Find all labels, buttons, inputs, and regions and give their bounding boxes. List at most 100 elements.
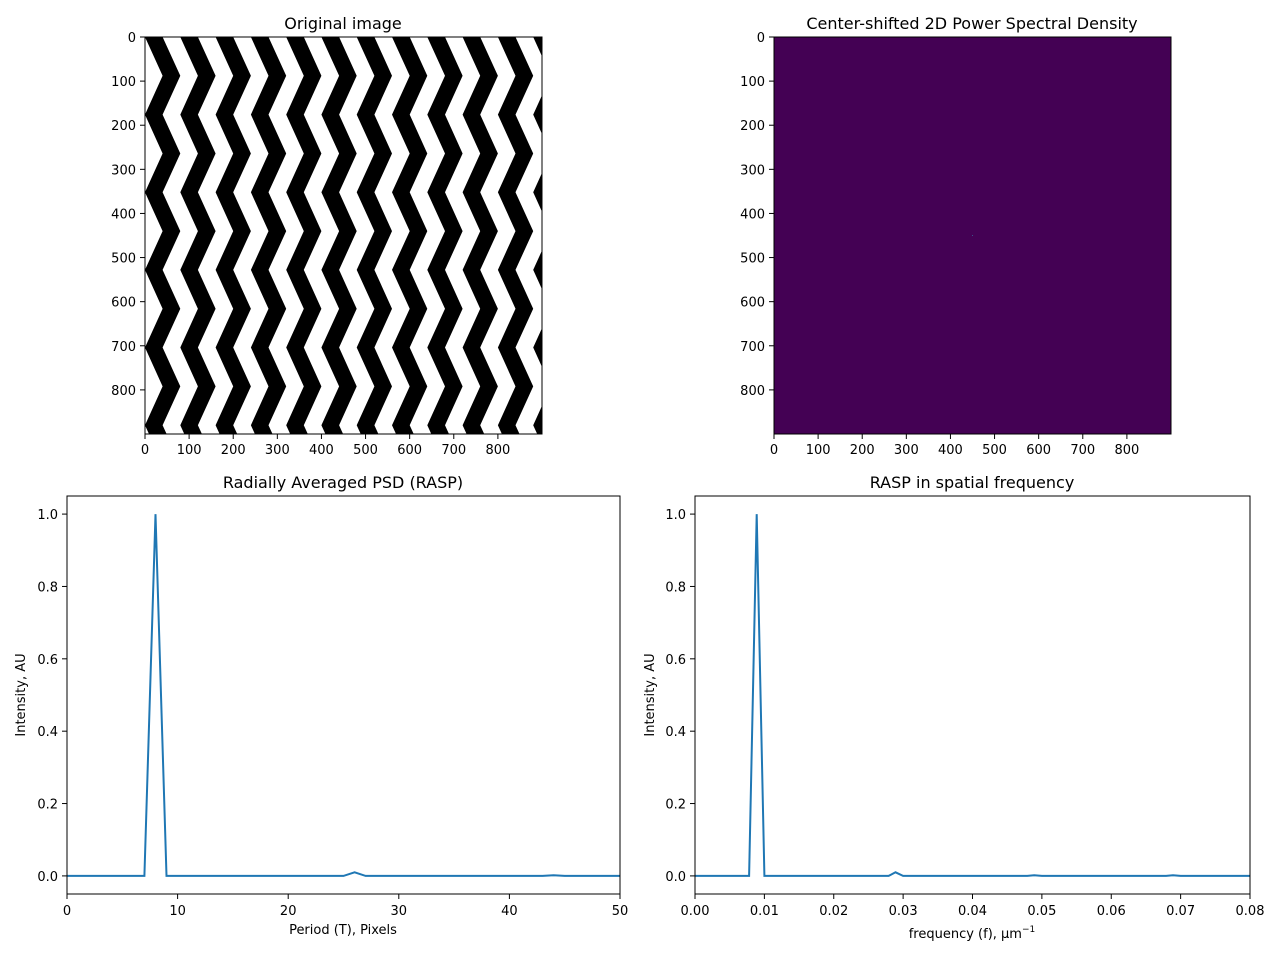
y-axis-ticks: 0 100 200 300 400 500 600 700 800 [740,31,774,399]
x-axis-label: Period (T), Pixels [289,923,397,938]
x-tick-label: 400 [309,443,334,458]
psd-center-peak [972,235,973,236]
chevron-stripe [110,37,145,503]
x-tick-label: 800 [1114,443,1139,458]
y-tick-label: 0.2 [37,798,58,813]
y-tick-label: 100 [740,75,765,90]
y-tick-label: 0.4 [665,725,686,740]
axes-frame [144,36,543,435]
y-tick-label: 0.2 [665,798,686,813]
chevron-stripe [533,37,542,434]
x-tick-label: 600 [1026,443,1051,458]
x-axis-ticks: 0 10 20 30 40 50 [63,894,628,919]
x-tick-label: 400 [938,443,963,458]
y-tick-label: 0.6 [37,653,58,668]
chevron-stripe [427,37,463,434]
chart-title: RASP in spatial frequency [870,473,1075,492]
y-axis-ticks: 0 100 200 300 400 500 600 700 800 [111,31,145,399]
x-axis-ticks: 0.00 0.01 0.02 0.03 0.04 0.05 0.06 0.07 0.08 [681,894,1264,919]
chevron-stripe [462,37,498,434]
x-tick-label: 0.00 [681,904,710,919]
x-tick-label: 600 [397,443,422,458]
y-tick-label: 200 [111,119,136,134]
chevron-stripe [569,37,604,503]
x-tick-label: 0.06 [1097,904,1126,919]
y-tick-label: 100 [111,75,136,90]
panel-rasp-frequency: RASP in spatial frequency 0.00 0.01 0.02 0.… [643,473,1264,942]
panel-rasp-period: Radially Averaged PSD (RASP) 0 10 20 30 40 50… [14,473,628,938]
y-tick-label: 500 [740,252,765,267]
y-tick-label: 300 [740,163,765,178]
chevron-stripe [604,37,639,503]
axes-frame [66,495,621,895]
y-axis-label: Intensity, AU [643,653,658,736]
rasp-line [695,514,1250,877]
x-tick-label: 0.01 [750,904,779,919]
chevron-stripe [356,37,392,434]
y-tick-label: 700 [111,340,136,355]
y-axis-label: Intensity, AU [14,653,29,736]
y-axis-ticks: 0.0 0.2 0.4 0.6 0.8 1.0 [665,508,695,885]
x-tick-label: 0 [770,443,778,458]
axes-frame [773,36,1172,435]
y-tick-label: 400 [740,207,765,222]
x-tick-label: 0 [141,443,149,458]
chevron-stripe [497,37,534,434]
y-tick-label: 200 [740,119,765,134]
chevron-stripe [215,37,251,434]
x-tick-label: 700 [1070,443,1095,458]
chart-title: Radially Averaged PSD (RASP) [223,473,463,492]
y-tick-label: 0.6 [665,653,686,668]
x-tick-label: 0.07 [1166,904,1195,919]
x-tick-label: 40 [501,904,518,919]
y-tick-label: 0.8 [37,580,58,595]
x-tick-label: 0.03 [889,904,918,919]
chevron-stripe [250,37,287,434]
x-tick-label: 500 [353,443,378,458]
x-tick-label: 100 [177,443,202,458]
y-tick-label: 0 [757,31,765,46]
y-tick-label: 600 [740,296,765,311]
chart-title: Center-shifted 2D Power Spectral Density [806,14,1137,33]
chevron-stripe [74,37,109,503]
x-tick-label: 0.04 [958,904,987,919]
y-tick-label: 0.4 [37,725,58,740]
x-tick-label: 300 [894,443,919,458]
x-tick-label: 0.05 [1027,904,1056,919]
x-tick-label: 10 [169,904,186,919]
panel-psd: Center-shifted 2D Power Spectral Density… [740,14,1172,458]
y-tick-label: 800 [111,384,136,399]
x-tick-label: 100 [806,443,831,458]
x-tick-label: 200 [221,443,246,458]
rasp-line [67,514,620,877]
panel-original-image: Original image 0 100 200 300 400 500 600 700 800… [74,14,639,503]
chevron-stripe [180,37,216,434]
x-tick-label: 0 [63,904,71,919]
y-tick-label: 400 [111,207,136,222]
x-tick-label: 300 [265,443,290,458]
chevron-pattern [74,37,639,503]
x-axis-ticks: 0 100 200 300 400 500 600 700 800 [770,434,1139,458]
x-tick-label: 500 [982,443,1007,458]
chart-title: Original image [284,14,402,33]
x-tick-label: 50 [612,904,629,919]
y-tick-label: 500 [111,252,136,267]
x-tick-label: 0.02 [819,904,848,919]
x-axis-ticks: 0 100 200 300 400 500 600 700 800 [141,434,510,458]
x-tick-label: 200 [850,443,875,458]
y-tick-label: 0.0 [665,870,686,885]
x-tick-label: 30 [391,904,408,919]
x-tick-label: 700 [441,443,466,458]
y-tick-label: 0.0 [37,870,58,885]
y-tick-label: 800 [740,384,765,399]
y-tick-label: 300 [111,163,136,178]
chevron-stripe [286,37,322,434]
chevron-stripe [392,37,428,434]
axes-frame [694,495,1251,895]
y-tick-label: 600 [111,296,136,311]
chevron-stripe [321,37,357,434]
x-tick-label: 20 [280,904,297,919]
x-axis-label: frequency (f), μm−1 [909,925,1036,942]
y-tick-label: 1.0 [665,508,686,523]
